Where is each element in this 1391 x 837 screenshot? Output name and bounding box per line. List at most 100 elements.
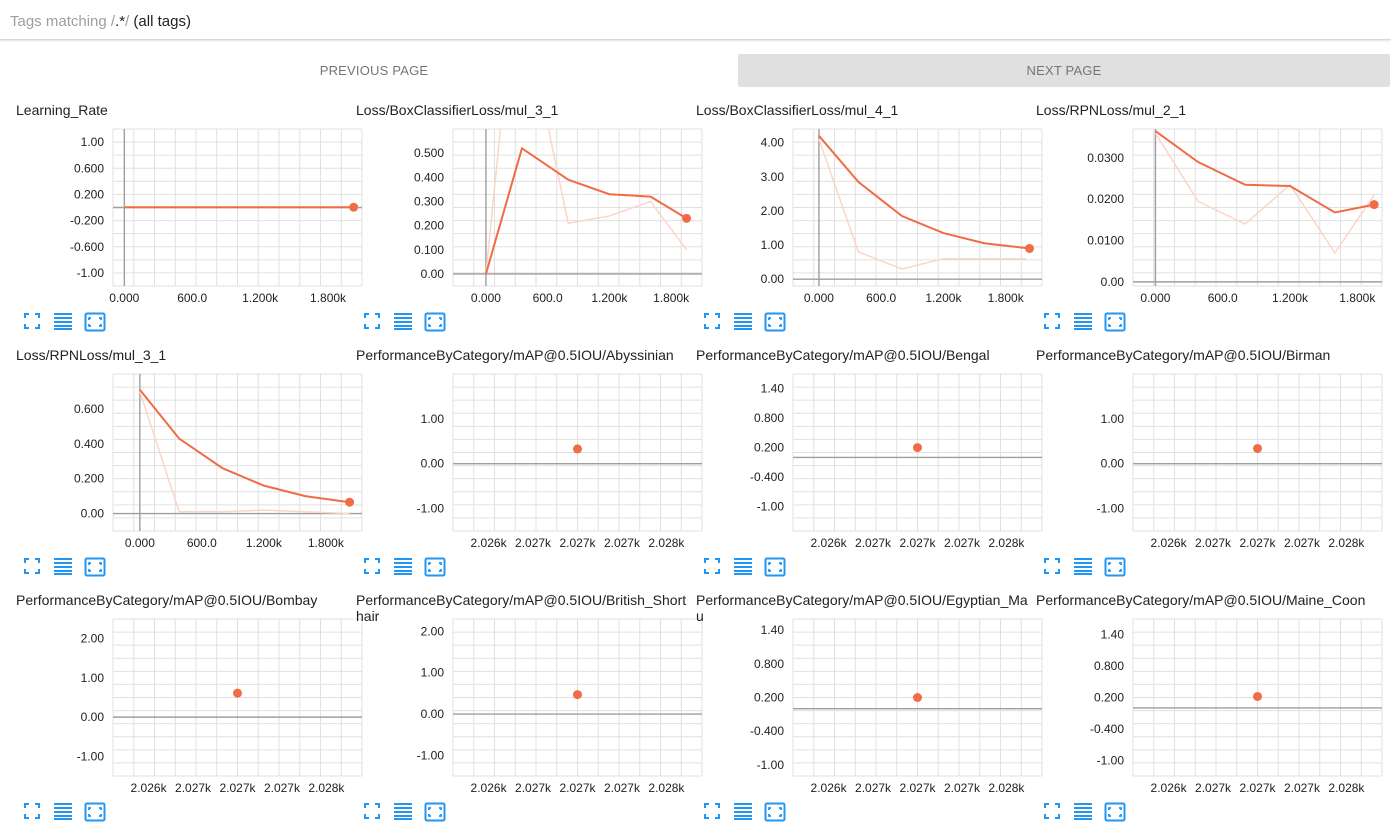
x-tick-label: 0.000 bbox=[804, 291, 834, 305]
fit-domain-icon[interactable] bbox=[764, 802, 786, 822]
fit-domain-icon[interactable] bbox=[424, 312, 446, 332]
chart-title: PerformanceByCategory/mAP@0.5IOU/Egyptia… bbox=[696, 592, 1028, 624]
y-tick-label: 3.00 bbox=[761, 170, 785, 184]
x-tick-label: 1.800k bbox=[1339, 291, 1376, 305]
data-table-icon[interactable] bbox=[1073, 802, 1093, 822]
y-tick-label: 1.00 bbox=[1101, 412, 1125, 426]
chart-plot[interactable]: 1.00 0.00 -1.00 2.026k 2.027k 2.027k 2.027k 2.0… bbox=[356, 347, 706, 552]
data-table-icon[interactable] bbox=[393, 557, 413, 577]
chart-card: PerformanceByCategory/mAP@0.5IOU/Maine_C… bbox=[1036, 592, 1383, 837]
fit-domain-icon[interactable] bbox=[84, 802, 106, 822]
x-tick-label: 2.028k bbox=[648, 536, 685, 550]
x-tick-label: 2.027k bbox=[604, 781, 641, 795]
x-tick-label: 2.027k bbox=[559, 781, 596, 795]
y-tick-label: -1.00 bbox=[1097, 753, 1125, 767]
fullscreen-icon[interactable] bbox=[1043, 557, 1063, 577]
fullscreen-icon[interactable] bbox=[703, 802, 723, 822]
fullscreen-icon[interactable] bbox=[363, 802, 383, 822]
fullscreen-icon[interactable] bbox=[703, 557, 723, 577]
y-tick-label: 0.200 bbox=[754, 691, 784, 705]
x-tick-label: 1.200k bbox=[1272, 291, 1309, 305]
y-tick-label: 1.40 bbox=[761, 382, 785, 396]
chart-plot[interactable]: 1.40 0.800 0.200 -0.400 -1.00 2.026k 2.027k 2.0… bbox=[1036, 592, 1386, 797]
chart-title: PerformanceByCategory/mAP@0.5IOU/British… bbox=[356, 592, 687, 624]
y-tick-label: 0.200 bbox=[74, 187, 104, 201]
chart-plot[interactable]: 2.00 1.00 0.00 -1.00 2.026k 2.027k 2.027k 2.027… bbox=[16, 592, 366, 797]
data-table-icon[interactable] bbox=[733, 802, 753, 822]
data-table-icon[interactable] bbox=[53, 312, 73, 332]
chart-card: PerformanceByCategory/mAP@0.5IOU/Birman 1… bbox=[1036, 347, 1383, 592]
data-point bbox=[349, 202, 359, 212]
tag-filter-bar[interactable]: Tags matching /.*/ (all tags) bbox=[0, 4, 1391, 40]
chart-plot[interactable]: 1.40 0.800 0.200 -0.400 -1.00 2.026k 2.027k 2.0… bbox=[696, 592, 1046, 797]
y-tick-label: -1.00 bbox=[77, 749, 105, 763]
data-point bbox=[1025, 243, 1035, 253]
fullscreen-icon[interactable] bbox=[1043, 312, 1063, 332]
data-table-icon[interactable] bbox=[393, 312, 413, 332]
y-tick-label: -1.00 bbox=[417, 502, 445, 516]
y-tick-label: 1.40 bbox=[761, 623, 785, 637]
fit-domain-icon[interactable] bbox=[424, 802, 446, 822]
data-table-icon[interactable] bbox=[53, 557, 73, 577]
fullscreen-icon[interactable] bbox=[1043, 802, 1063, 822]
chart-plot[interactable]: 0.0300 0.0200 0.0100 0.00 0.000 600.0 1.200k 1.… bbox=[1036, 102, 1386, 307]
fit-domain-icon[interactable] bbox=[84, 557, 106, 577]
chart-card: PerformanceByCategory/mAP@0.5IOU/Abyssin… bbox=[356, 347, 703, 592]
x-tick-label: 1.800k bbox=[653, 291, 690, 305]
y-tick-label: 0.600 bbox=[74, 161, 104, 175]
chart-plot[interactable]: 1.40 0.800 0.200 -0.400 -1.00 2.026k 2.027k 2.0… bbox=[696, 347, 1046, 552]
chart-plot[interactable]: 1.00 0.600 0.200 -0.200 -0.600 -1.00 0.000 600.… bbox=[16, 102, 366, 307]
chart-plot[interactable]: 4.00 3.00 2.00 1.00 0.00 0.000 600.0 1.200k 1.80… bbox=[696, 102, 1046, 307]
fit-domain-icon[interactable] bbox=[1104, 802, 1126, 822]
fullscreen-icon[interactable] bbox=[23, 557, 43, 577]
fit-domain-icon[interactable] bbox=[424, 557, 446, 577]
fullscreen-icon[interactable] bbox=[363, 312, 383, 332]
data-table-icon[interactable] bbox=[53, 802, 73, 822]
x-tick-label: 2.027k bbox=[1239, 536, 1276, 550]
chart-card: PerformanceByCategory/mAP@0.5IOU/Egyptia… bbox=[696, 592, 1043, 837]
fit-domain-icon[interactable] bbox=[764, 312, 786, 332]
fullscreen-icon[interactable] bbox=[363, 557, 383, 577]
data-point bbox=[573, 690, 582, 700]
fit-domain-icon[interactable] bbox=[1104, 312, 1126, 332]
data-table-icon[interactable] bbox=[733, 312, 753, 332]
fullscreen-icon[interactable] bbox=[23, 802, 43, 822]
data-table-icon[interactable] bbox=[1073, 557, 1093, 577]
y-tick-label: 0.200 bbox=[414, 219, 444, 233]
previous-page-button[interactable]: PREVIOUS PAGE bbox=[48, 54, 700, 87]
chart-title: Loss/RPNLoss/mul_3_1 bbox=[16, 347, 167, 363]
x-tick-label: 600.0 bbox=[1208, 291, 1238, 305]
x-tick-label: 2.027k bbox=[899, 536, 936, 550]
y-tick-label: 0.200 bbox=[74, 472, 104, 486]
fit-domain-icon[interactable] bbox=[764, 557, 786, 577]
fit-domain-icon[interactable] bbox=[1104, 557, 1126, 577]
fullscreen-icon[interactable] bbox=[23, 312, 43, 332]
y-tick-label: -1.00 bbox=[417, 748, 445, 762]
chart-plot[interactable]: 2.00 1.00 0.00 -1.00 2.026k 2.027k 2.027k 2.027… bbox=[356, 592, 706, 797]
chart-card: Loss/RPNLoss/mul_3_1 0.600 0.400 0.200 0.00 0… bbox=[16, 347, 363, 592]
x-tick-label: 2.026k bbox=[471, 781, 508, 795]
chart-card: PerformanceByCategory/mAP@0.5IOU/Bengal 1… bbox=[696, 347, 1043, 592]
chart-plot[interactable]: 0.600 0.400 0.200 0.00 0.000 600.0 1.200k 1.800… bbox=[16, 347, 366, 552]
x-tick-label: 2.027k bbox=[855, 536, 892, 550]
chart-plot[interactable]: 0.500 0.400 0.300 0.200 0.100 0.00 0.000 600.0 1… bbox=[356, 102, 706, 307]
data-table-icon[interactable] bbox=[393, 802, 413, 822]
data-table-icon[interactable] bbox=[733, 557, 753, 577]
x-tick-label: 2.027k bbox=[219, 781, 256, 795]
x-tick-label: 2.027k bbox=[1284, 781, 1321, 795]
chart-card: PerformanceByCategory/mAP@0.5IOU/Bombay 2… bbox=[16, 592, 363, 837]
y-tick-label: 0.200 bbox=[754, 441, 784, 455]
next-page-button[interactable]: NEXT PAGE bbox=[738, 54, 1390, 87]
data-table-icon[interactable] bbox=[1073, 312, 1093, 332]
fit-domain-icon[interactable] bbox=[84, 312, 106, 332]
tag-filter-input[interactable]: Tags matching /.*/ (all tags) bbox=[10, 13, 191, 30]
y-tick-label: -0.400 bbox=[1090, 722, 1124, 736]
fullscreen-icon[interactable] bbox=[703, 312, 723, 332]
chart-plot[interactable]: 1.00 0.00 -1.00 2.026k 2.027k 2.027k 2.027k 2.0… bbox=[1036, 347, 1386, 552]
x-tick-label: 1.200k bbox=[242, 291, 279, 305]
data-point bbox=[233, 688, 242, 698]
chart-title: PerformanceByCategory/mAP@0.5IOU/Bengal bbox=[696, 347, 990, 363]
y-tick-label: 0.0200 bbox=[1087, 192, 1124, 206]
x-tick-label: 2.026k bbox=[471, 536, 508, 550]
data-point bbox=[1369, 200, 1379, 210]
